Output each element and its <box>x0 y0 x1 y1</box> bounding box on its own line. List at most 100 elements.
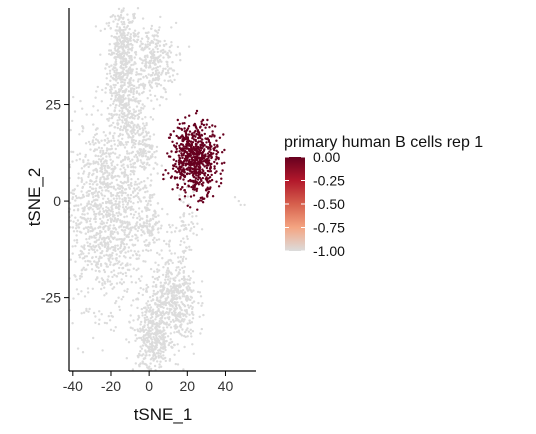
data-point <box>126 116 129 119</box>
data-point <box>170 231 173 234</box>
data-point <box>164 261 167 265</box>
data-point <box>82 170 86 173</box>
data-point <box>92 191 96 194</box>
data-point <box>167 318 171 321</box>
data-point <box>101 349 104 352</box>
data-point <box>124 28 127 31</box>
data-point <box>102 180 106 184</box>
data-point <box>136 123 140 127</box>
data-point <box>118 175 121 178</box>
data-point <box>108 49 111 52</box>
data-point <box>153 236 156 240</box>
data-point <box>154 156 157 159</box>
data-point <box>78 133 81 136</box>
data-point <box>116 122 119 125</box>
data-point <box>157 351 160 355</box>
data-point <box>200 144 204 147</box>
data-point <box>181 259 184 263</box>
data-point <box>210 145 213 148</box>
data-point <box>127 134 130 137</box>
data-point <box>109 328 113 331</box>
data-point <box>162 306 165 309</box>
data-point <box>126 74 129 77</box>
data-point <box>129 160 132 163</box>
data-point <box>161 314 164 318</box>
data-point <box>201 302 204 305</box>
data-point <box>159 311 162 314</box>
data-point <box>181 220 184 223</box>
data-point <box>146 208 149 212</box>
data-point <box>154 325 157 329</box>
data-point <box>157 341 160 344</box>
data-point <box>89 260 92 263</box>
data-point <box>136 306 139 310</box>
data-point <box>108 69 112 73</box>
data-point <box>112 100 116 103</box>
data-point <box>101 278 105 282</box>
data-point <box>111 215 115 218</box>
data-point <box>119 263 123 266</box>
data-point <box>148 232 151 235</box>
data-point <box>143 124 146 128</box>
data-point <box>121 39 125 43</box>
data-point <box>155 39 158 42</box>
data-point <box>96 109 100 112</box>
data-point <box>194 142 198 146</box>
data-point <box>157 40 160 43</box>
data-point <box>83 164 87 167</box>
data-point <box>201 197 205 201</box>
data-point <box>98 141 101 144</box>
data-point <box>126 41 130 44</box>
data-point <box>125 130 128 133</box>
data-point <box>149 317 152 320</box>
data-point <box>159 365 163 368</box>
data-point <box>160 321 163 324</box>
data-point <box>209 167 212 171</box>
data-point <box>223 161 226 164</box>
data-point <box>166 260 170 264</box>
data-point <box>116 72 120 75</box>
data-point <box>169 285 172 288</box>
data-point <box>122 115 125 119</box>
data-point <box>175 165 178 168</box>
data-point <box>201 129 204 132</box>
data-point <box>169 258 172 262</box>
data-point <box>213 134 216 137</box>
data-point <box>119 76 122 79</box>
data-point <box>199 295 203 298</box>
data-point <box>102 151 105 155</box>
data-point <box>221 151 224 154</box>
data-point <box>113 109 117 112</box>
data-point <box>118 88 121 91</box>
data-point <box>203 165 206 168</box>
data-point <box>161 69 165 73</box>
data-point <box>200 304 203 307</box>
data-point <box>112 197 116 200</box>
data-point <box>188 212 191 216</box>
data-point <box>108 72 112 75</box>
data-point <box>178 144 181 147</box>
data-point <box>77 196 81 199</box>
data-point <box>120 278 123 281</box>
data-point <box>118 238 121 241</box>
data-point <box>143 240 146 243</box>
data-point <box>181 186 184 189</box>
data-point <box>133 29 137 32</box>
data-point <box>131 191 135 194</box>
data-point <box>203 155 206 158</box>
data-point <box>155 334 158 337</box>
data-point <box>201 157 204 161</box>
data-point <box>109 158 112 161</box>
data-point <box>140 37 144 40</box>
data-point <box>140 161 143 164</box>
data-point <box>122 163 125 166</box>
data-point <box>165 271 168 274</box>
data-point <box>99 222 103 225</box>
data-point <box>206 152 210 155</box>
data-point <box>173 177 177 180</box>
series-1-points <box>162 109 226 211</box>
data-point <box>125 53 129 56</box>
data-point <box>196 145 200 149</box>
data-point <box>105 22 108 25</box>
